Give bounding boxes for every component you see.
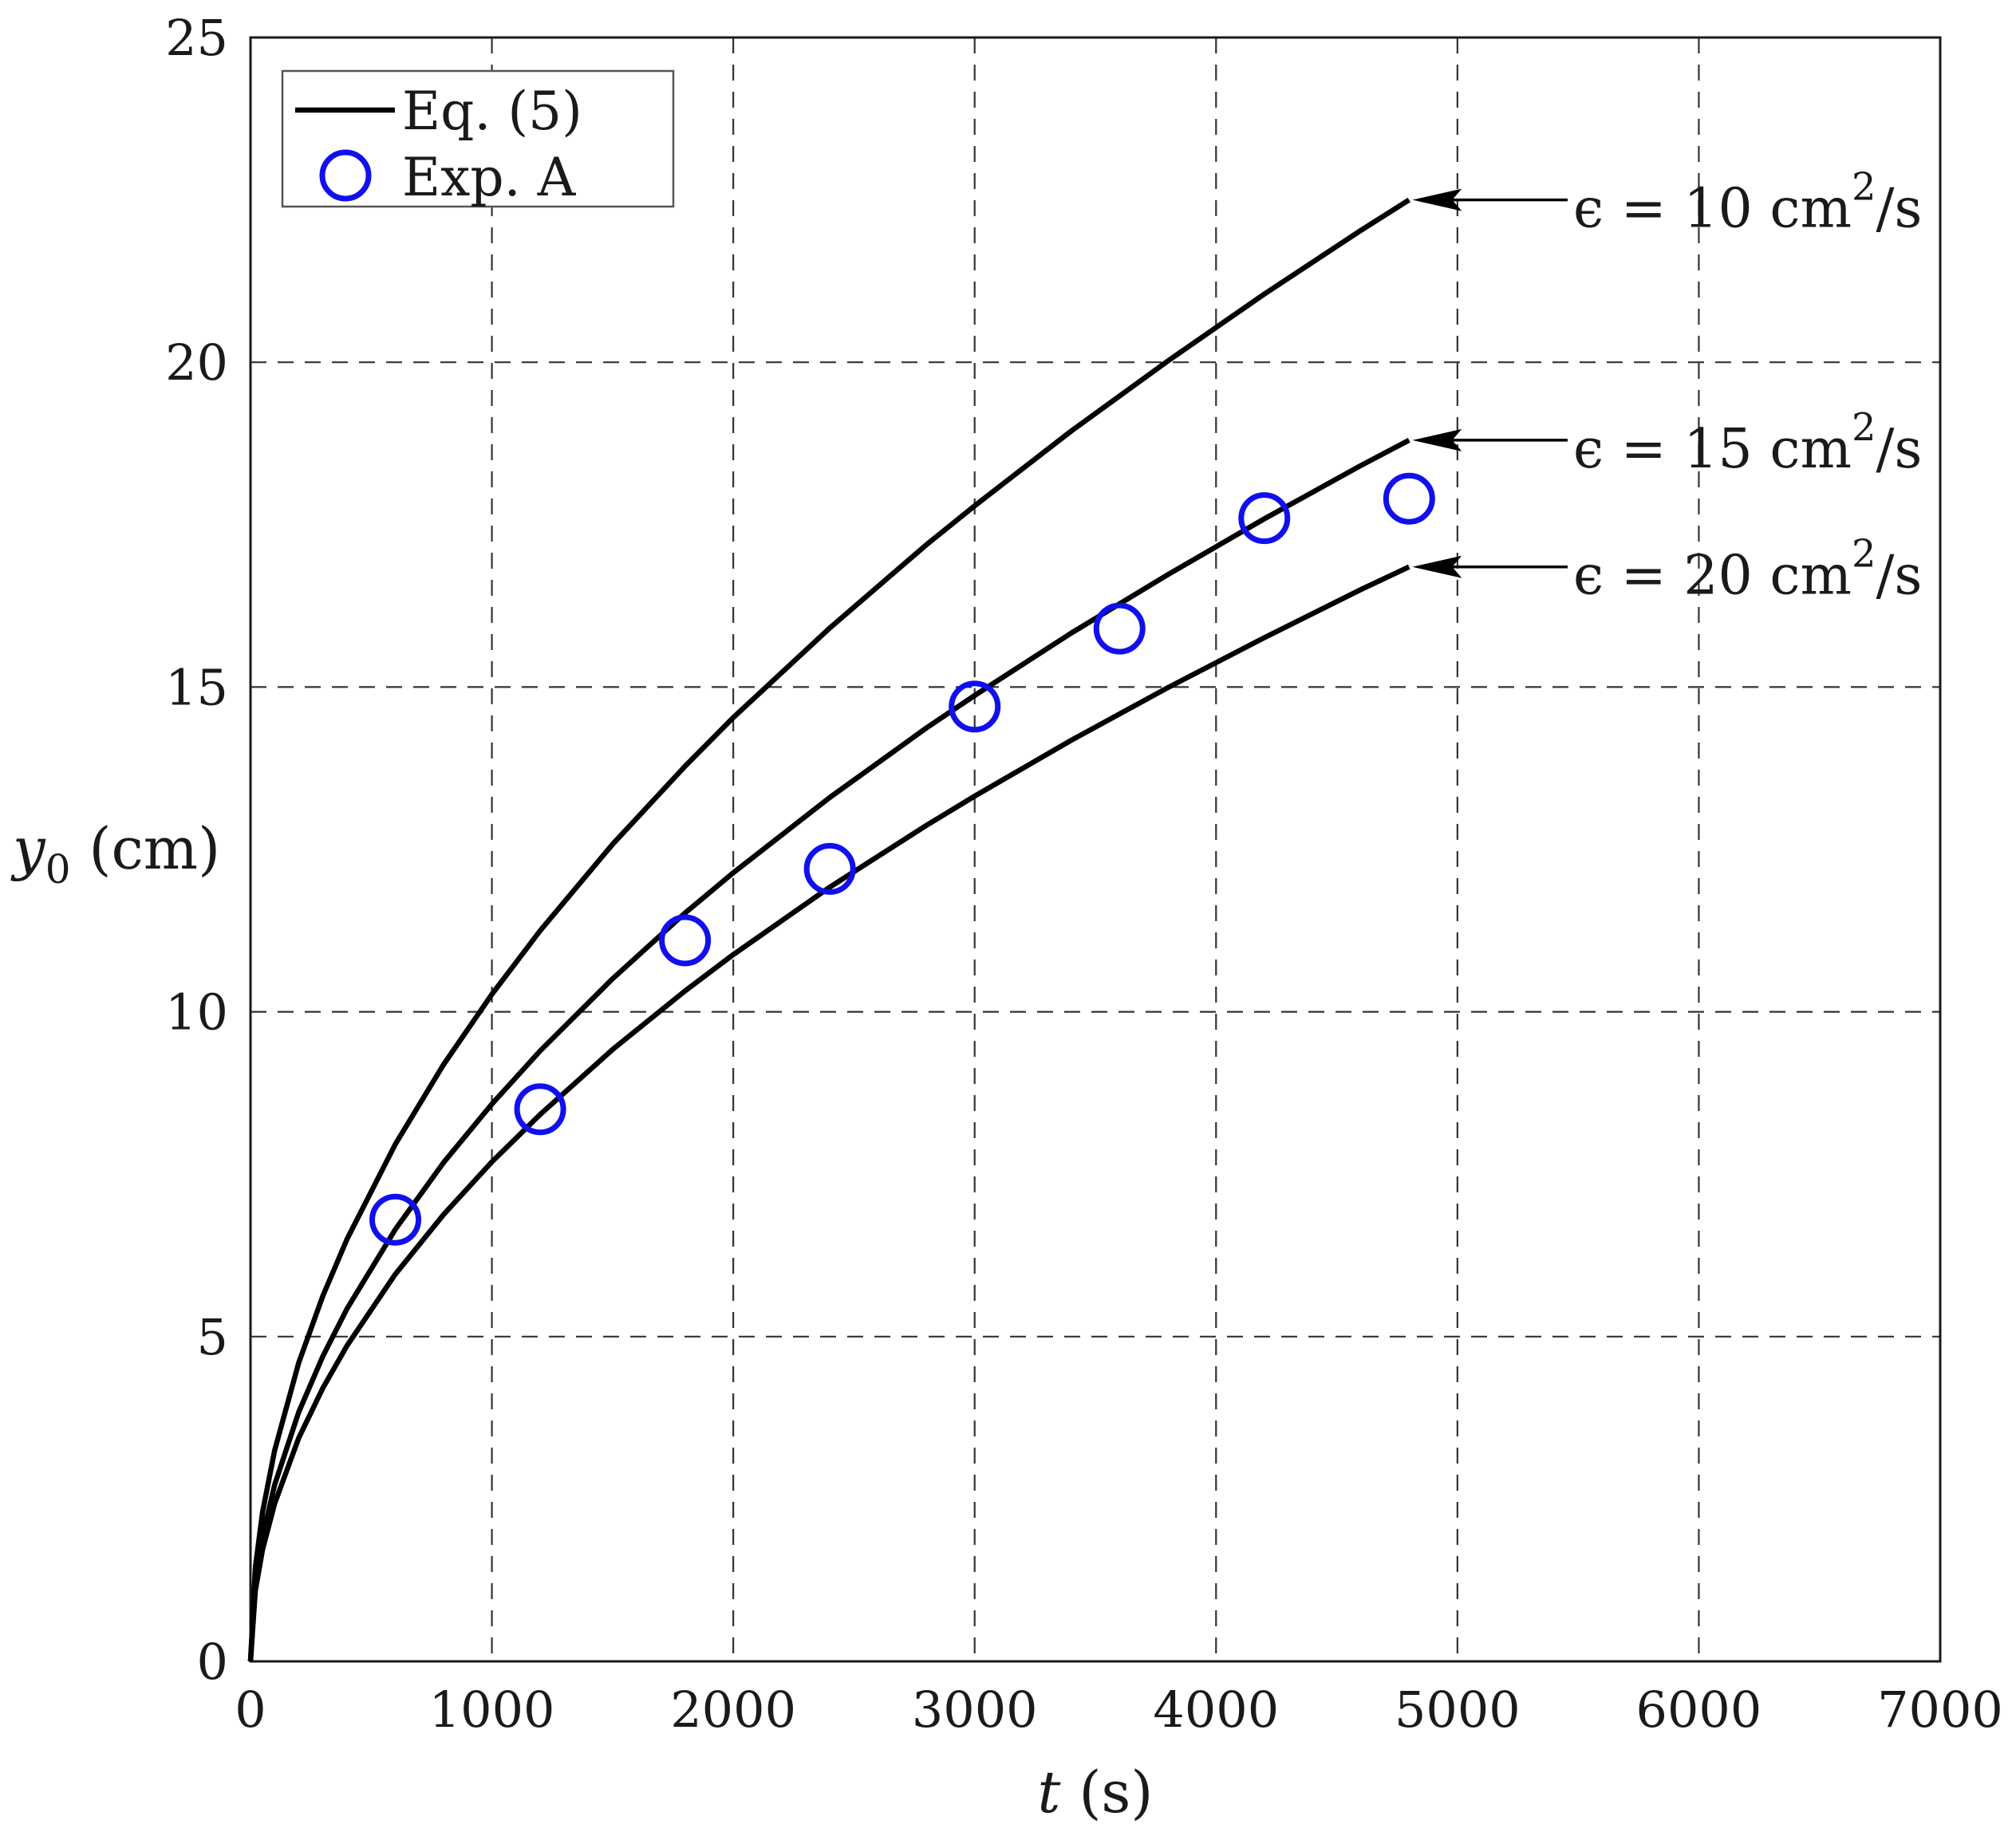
y-tick-label: 20: [165, 333, 228, 392]
curve-series-3: [247, 564, 1410, 1662]
x-axis-symbol: t: [1038, 1759, 1062, 1826]
legend-label-exp-a: Exp. A: [402, 147, 577, 208]
annotation-suffix: /s: [1876, 418, 1923, 481]
x-tick-label: 0: [235, 1681, 266, 1739]
x-tick-label: 6000: [1636, 1681, 1762, 1739]
y-axis-label: y0 (cm): [10, 815, 220, 892]
annotation-prefix: ϵ = 20 cm: [1573, 545, 1852, 608]
annotation-suffix: /s: [1876, 178, 1923, 241]
x-tick-label: 3000: [912, 1681, 1038, 1739]
annotation-prefix: ϵ = 15 cm: [1573, 418, 1852, 481]
data-point-exp-a: [949, 680, 1001, 733]
annotation-label-2: ϵ = 15 cm2/s: [1573, 405, 1922, 481]
axis-labels: t (s)y0 (cm): [10, 815, 1153, 1826]
x-tick-label: 5000: [1395, 1681, 1521, 1739]
data-point-exp-a: [1383, 472, 1435, 525]
curve-series-1: [247, 197, 1411, 1662]
data-point-exp-a: [1093, 602, 1146, 655]
curve-series-2: [247, 438, 1410, 1662]
y-axis-unit: (cm): [71, 815, 221, 882]
annotation-arrow-head: [1412, 188, 1462, 211]
annotation-label-1: ϵ = 10 cm2/s: [1573, 165, 1922, 241]
y-tick-label: 15: [165, 658, 228, 716]
y-axis-symbol: y: [10, 815, 46, 882]
data-point-exp-a: [514, 1083, 566, 1136]
annotation-superscript: 2: [1852, 165, 1876, 210]
markers: [369, 472, 1435, 1246]
data-point-exp-a: [659, 914, 712, 967]
data-point-exp-a: [803, 842, 856, 895]
legend-box: [281, 69, 675, 208]
x-axis-label: t (s): [1038, 1759, 1154, 1826]
annotation-superscript: 2: [1852, 532, 1876, 577]
annotation-superscript: 2: [1852, 405, 1876, 450]
y-tick-label: 10: [165, 983, 228, 1042]
y-axis-subscript: 0: [45, 846, 71, 892]
annotations: ϵ = 10 cm2/sϵ = 15 cm2/sϵ = 20 cm2/s: [1412, 165, 1922, 608]
data-point-exp-a: [369, 1193, 422, 1246]
x-tick-label: 1000: [429, 1681, 555, 1739]
x-tick-label: 2000: [670, 1681, 796, 1739]
legend-marker-swatch: [319, 149, 372, 202]
annotation-suffix: /s: [1876, 545, 1923, 608]
plot-frame: [249, 36, 1942, 1663]
x-tick-label: 7000: [1877, 1681, 2003, 1739]
x-axis-unit: (s): [1060, 1759, 1153, 1826]
annotation-arrow-head: [1412, 428, 1462, 451]
grid: [251, 37, 1940, 1661]
annotation-prefix: ϵ = 10 cm: [1573, 178, 1852, 241]
x-tick-label: 4000: [1153, 1681, 1279, 1739]
y-tick-label: 0: [197, 1633, 228, 1691]
legend-label-eq5: Eq. (5): [402, 81, 582, 142]
tick-labels: 0 1000 2000 3000 4000 5000 6000 7000 0 5 10 15 20 25: [165, 9, 2003, 1739]
legend: Eq. (5)Exp. A: [281, 69, 675, 208]
annotation-arrow-head: [1412, 555, 1462, 578]
data-point-exp-a: [1238, 492, 1291, 545]
curves: [247, 197, 1411, 1662]
annotation-label-3: ϵ = 20 cm2/s: [1573, 532, 1922, 608]
y-tick-label: 25: [165, 9, 228, 67]
y-tick-label: 5: [197, 1308, 228, 1366]
